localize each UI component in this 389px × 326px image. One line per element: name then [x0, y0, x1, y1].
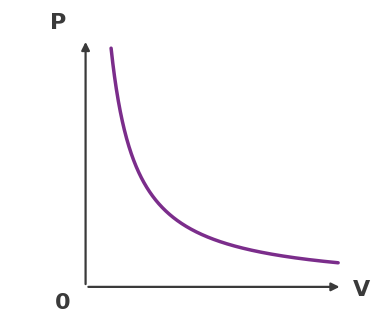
- Text: V: V: [353, 280, 370, 300]
- Text: P: P: [50, 13, 67, 33]
- Text: 0: 0: [54, 293, 70, 313]
